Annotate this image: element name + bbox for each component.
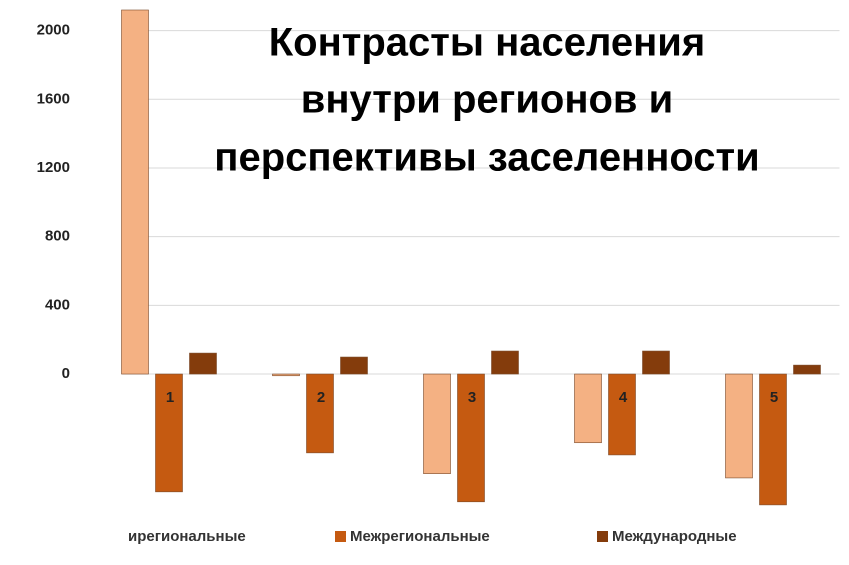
- legend-label: ирегиональные: [128, 528, 246, 545]
- chart-title: внутри регионов и: [301, 78, 673, 122]
- bar: [457, 373, 485, 503]
- y-tick-label: 400: [45, 296, 70, 313]
- y-tick-label: 1600: [37, 90, 70, 107]
- y-tick-label: 1200: [37, 159, 70, 176]
- legend-swatch: [597, 531, 608, 542]
- bar: [793, 364, 821, 375]
- bar: [306, 373, 334, 454]
- bar: [642, 350, 670, 375]
- x-tick-label: 2: [317, 389, 325, 406]
- x-tick-label: 5: [770, 389, 778, 406]
- bar: [725, 373, 753, 479]
- y-tick-label: 2000: [37, 22, 70, 39]
- bar: [155, 373, 183, 493]
- chart-title: перспективы заселенности: [214, 136, 759, 180]
- x-tick-label: 4: [619, 389, 628, 406]
- bar: [423, 373, 451, 474]
- chart-title: Контрасты населения: [269, 21, 706, 65]
- bar: [340, 356, 368, 375]
- bar: [574, 373, 602, 444]
- bar: [272, 373, 300, 377]
- bar: [759, 373, 787, 506]
- x-tick-label: 3: [468, 389, 476, 406]
- x-tick-label: 1: [166, 389, 174, 406]
- bar: [189, 352, 217, 375]
- legend-label: Межрегиональные: [350, 528, 490, 545]
- legend-swatch: [335, 531, 346, 542]
- bar: [608, 373, 636, 456]
- y-tick-label: 800: [45, 228, 70, 245]
- legend-label: Международные: [612, 528, 737, 545]
- bar: [491, 350, 519, 375]
- bar: [121, 9, 149, 375]
- y-tick-label: 0: [62, 365, 70, 382]
